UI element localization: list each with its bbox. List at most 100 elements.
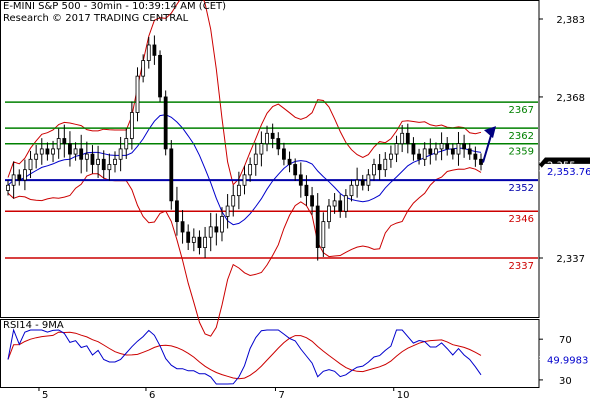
- candle-body: [315, 205, 320, 249]
- candle-body: [6, 184, 10, 191]
- candle-body: [276, 138, 281, 150]
- candle-body: [101, 158, 106, 171]
- candle-body: [191, 236, 196, 243]
- candle-body: [129, 112, 134, 139]
- rsi-panel-frame: [0, 319, 540, 388]
- x-tick-label: 10: [397, 390, 410, 400]
- level-label-2346: 2346: [509, 214, 534, 225]
- candle-body: [411, 143, 416, 155]
- candle-body: [467, 148, 472, 155]
- rsi-tick-label: 30: [559, 376, 572, 387]
- candles-layer: [6, 35, 483, 261]
- candle-body: [141, 60, 146, 77]
- price-tick-label: 2,337: [556, 254, 585, 265]
- candle-body: [479, 158, 483, 165]
- main-panel-frame: [0, 0, 540, 318]
- candle-body: [366, 174, 371, 186]
- rsi-signal-line: [7, 331, 482, 380]
- candle-body: [259, 143, 264, 155]
- candle-body: [298, 174, 303, 186]
- candle-body: [422, 148, 427, 160]
- levels-layer: 2367 2362 2359 2352 2346 2337: [5, 101, 538, 272]
- candle-body: [405, 132, 410, 145]
- candle-body: [62, 138, 67, 145]
- candle-body: [253, 153, 258, 165]
- x-tick-label: 5: [42, 390, 48, 400]
- candle-body: [220, 216, 224, 233]
- candle-body: [445, 143, 450, 150]
- price-tick-label: 2,383: [556, 15, 585, 26]
- candle-body: [265, 132, 269, 145]
- candle-body: [293, 164, 298, 176]
- candle-body: [175, 200, 179, 223]
- candle-body: [225, 205, 230, 217]
- candle-body: [349, 184, 354, 197]
- candle-body: [169, 148, 174, 202]
- rsi-current-value-tag: [539, 352, 590, 367]
- level-label-2362: 2362: [509, 131, 534, 142]
- candle-body: [186, 231, 191, 243]
- candle-body: [208, 226, 213, 238]
- candle-body: [163, 96, 168, 150]
- candle-body: [203, 236, 207, 249]
- candle-body: [124, 138, 129, 150]
- chart-title: E-MINI S&P 500 - 30min - 10:39:14 AM (CE…: [3, 1, 227, 12]
- candle-body: [135, 75, 140, 113]
- candle-body: [236, 184, 241, 197]
- candle-body: [372, 164, 376, 176]
- candle-body: [84, 153, 89, 160]
- level-label-2367: 2367: [509, 105, 534, 116]
- candle-body: [214, 226, 219, 233]
- rsi-tick-label: 70: [559, 335, 572, 346]
- candle-body: [417, 153, 421, 160]
- candle-body: [355, 179, 360, 186]
- candle-body: [28, 158, 33, 171]
- axes-layer: 2,3832,3682,3372,355.542,3552,353.765671…: [38, 15, 590, 400]
- candle-body: [338, 200, 343, 212]
- candle-body: [51, 148, 55, 155]
- candle-body: [428, 148, 433, 155]
- candle-body: [96, 158, 100, 165]
- candle-body: [327, 205, 331, 223]
- candle-body: [456, 143, 461, 155]
- candle-body: [197, 236, 202, 249]
- candle-body: [56, 138, 61, 150]
- candle-body: [394, 143, 399, 155]
- candle-body: [180, 221, 185, 233]
- rsi-line: [7, 328, 482, 385]
- candle-body: [343, 195, 348, 212]
- chart-copyright: Research © 2017 TRADING CENTRAL: [3, 13, 189, 24]
- candle-body: [146, 44, 151, 61]
- candle-body: [22, 169, 27, 181]
- moving-average-value-label: 2,353.76: [547, 167, 590, 178]
- rsi-current-value-label: 49.9983: [547, 356, 588, 367]
- grid-layer: [0, 0, 540, 388]
- candle-body: [310, 195, 314, 207]
- x-tick-label: 7: [278, 390, 284, 400]
- candle-body: [462, 143, 467, 150]
- candle-body: [73, 148, 78, 155]
- candle-body: [79, 148, 84, 160]
- candle-body: [450, 148, 455, 155]
- candle-body: [242, 174, 247, 186]
- rsi-layer: [7, 328, 482, 385]
- rsi-title: RSI14 - 9MA: [3, 320, 64, 331]
- price-tick-label: 2,368: [556, 93, 585, 104]
- candle-body: [389, 153, 393, 160]
- candle-body: [68, 143, 72, 155]
- candle-body: [282, 148, 286, 160]
- bollinger-lower-band: [7, 167, 482, 337]
- candle-body: [11, 174, 16, 186]
- candle-body: [231, 195, 236, 207]
- candle-body: [377, 164, 382, 171]
- candle-body: [400, 132, 405, 145]
- candle-body: [383, 158, 388, 171]
- candle-body: [321, 221, 326, 249]
- projection-arrow-shaft: [482, 131, 493, 163]
- overlay-layer: [482, 126, 496, 163]
- candle-body: [270, 132, 275, 139]
- candle-body: [39, 148, 44, 155]
- candle-body: [158, 54, 162, 98]
- candle-body: [107, 164, 112, 171]
- candle-body: [473, 153, 478, 160]
